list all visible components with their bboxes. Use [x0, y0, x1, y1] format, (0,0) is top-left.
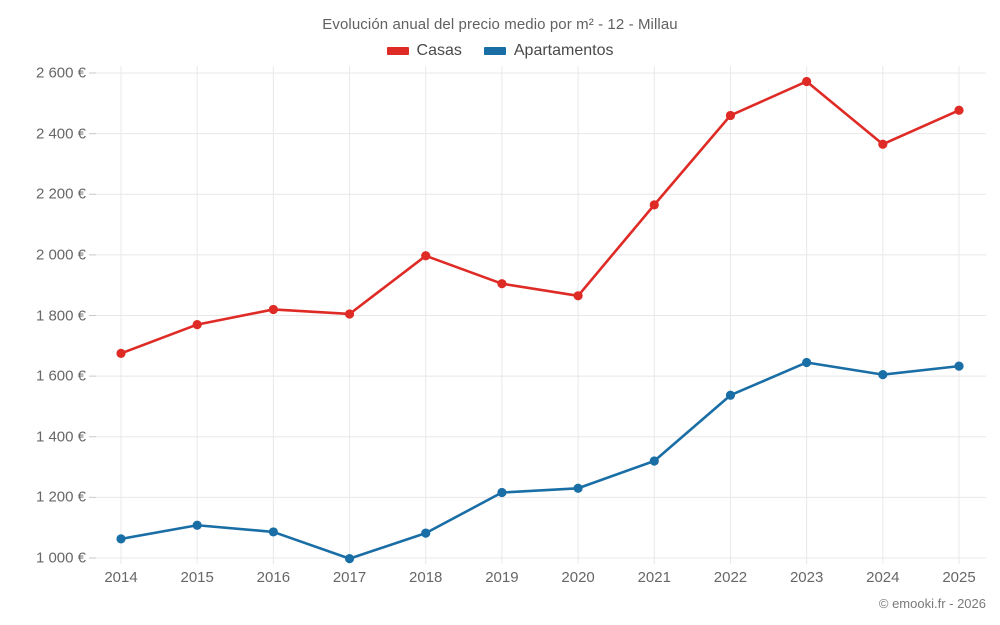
- data-point[interactable]: Casas 2023: 2572 €: [802, 76, 812, 87]
- y-axis-tick-label: 1 800 €: [35, 307, 86, 324]
- data-point[interactable]: Apartamentos 2021: 1320 €: [649, 456, 659, 466]
- legend-label-apartamentos: Apartamentos: [513, 42, 614, 59]
- x-axis-tick-label: 2015: [180, 569, 214, 586]
- axis-lines: [89, 72, 96, 559]
- data-point[interactable]: Apartamentos 2023: 1645 €: [802, 357, 812, 368]
- x-axis-tick-label: 2021: [637, 569, 671, 586]
- data-point[interactable]: Casas 2017: 1805 €: [344, 309, 355, 319]
- data-point[interactable]: Apartamentos 2022: 1537 €: [725, 390, 736, 400]
- data-point[interactable]: Casas 2015: 1770 €: [192, 319, 202, 330]
- series-markers: Casas 2014: 1675 € Casas 2015: 1770 € Casa…: [116, 76, 964, 564]
- y-axis-tick-label: 1 600 €: [35, 367, 86, 385]
- legend-label-casas: Casas: [416, 42, 462, 59]
- legend-item-apartamentos[interactable]: Apartamentos: [483, 42, 614, 59]
- data-point[interactable]: Apartamentos 2014: 1063 €: [116, 534, 126, 544]
- data-point[interactable]: Apartamentos 2017: 998 €: [344, 554, 355, 564]
- chart-title: Evolución anual del precio medio por m² …: [322, 16, 678, 33]
- series-lines: [119, 80, 961, 560]
- data-point[interactable]: Apartamentos 2020: 1230 €: [573, 483, 583, 493]
- legend-item-casas[interactable]: Casas: [386, 42, 462, 59]
- legend-swatch-apartamentos: [483, 47, 506, 55]
- footer-credit: © emooki.fr - 2026: [878, 596, 986, 611]
- data-point[interactable]: Casas 2021: 2165 €: [649, 200, 659, 210]
- x-axis-tick-label: 2017: [332, 569, 367, 586]
- x-axis-tick-label: 2024: [866, 569, 900, 586]
- data-point[interactable]: Casas 2018: 1997 €: [421, 251, 431, 261]
- chart-legend: Casas Apartamentos: [0, 43, 1000, 59]
- series-line-casas: [119, 80, 961, 355]
- data-point[interactable]: Apartamentos 2015: 1108 €: [192, 520, 202, 530]
- data-point[interactable]: Apartamentos 2019: 1216 €: [497, 487, 507, 498]
- y-axis-tick-label: 2 400 €: [35, 125, 86, 143]
- data-point[interactable]: Apartamentos 2025: 1633 €: [954, 361, 964, 371]
- data-point[interactable]: Casas 2025: 2477 €: [954, 105, 964, 115]
- legend-swatch-casas: [386, 47, 409, 55]
- x-axis-tick-label: 2014: [104, 569, 138, 586]
- data-point[interactable]: Casas 2019: 1905 €: [497, 279, 507, 289]
- data-point[interactable]: Casas 2014: 1675 €: [116, 348, 126, 358]
- y-axis-tick-label: 2 600 €: [35, 64, 86, 82]
- data-point[interactable]: Apartamentos 2018: 1082 €: [421, 528, 431, 538]
- x-axis-tick-label: 2016: [256, 569, 291, 586]
- y-axis-tick-label: 2 000 €: [35, 246, 86, 264]
- data-point[interactable]: Casas 2020: 1865 €: [573, 291, 583, 301]
- data-point[interactable]: Casas 2022: 2460 €: [725, 110, 736, 121]
- data-point[interactable]: Casas 2024: 2365 €: [878, 139, 888, 149]
- x-axis-tick-label: 2022: [713, 569, 748, 586]
- y-axis-tick-label: 1 400 €: [35, 428, 86, 446]
- x-axis-tick-label: 2018: [409, 569, 443, 586]
- gridlines: [96, 66, 986, 564]
- data-point[interactable]: Apartamentos 2024: 1605 €: [878, 370, 888, 380]
- x-axis-tick-label: 2020: [561, 569, 595, 586]
- series-line-apartamentos: [119, 361, 961, 560]
- x-axis-tick-label: 2023: [789, 569, 824, 586]
- y-axis-tick-label: 1 000 €: [35, 549, 86, 567]
- x-axis-tick-label: 2025: [942, 569, 976, 586]
- x-axis-tick-label: 2019: [485, 569, 519, 586]
- y-axis-tick-label: 2 200 €: [35, 185, 86, 203]
- y-axis-tick-label: 1 200 €: [35, 488, 86, 506]
- data-point[interactable]: Apartamentos 2016: 1086 €: [268, 527, 278, 537]
